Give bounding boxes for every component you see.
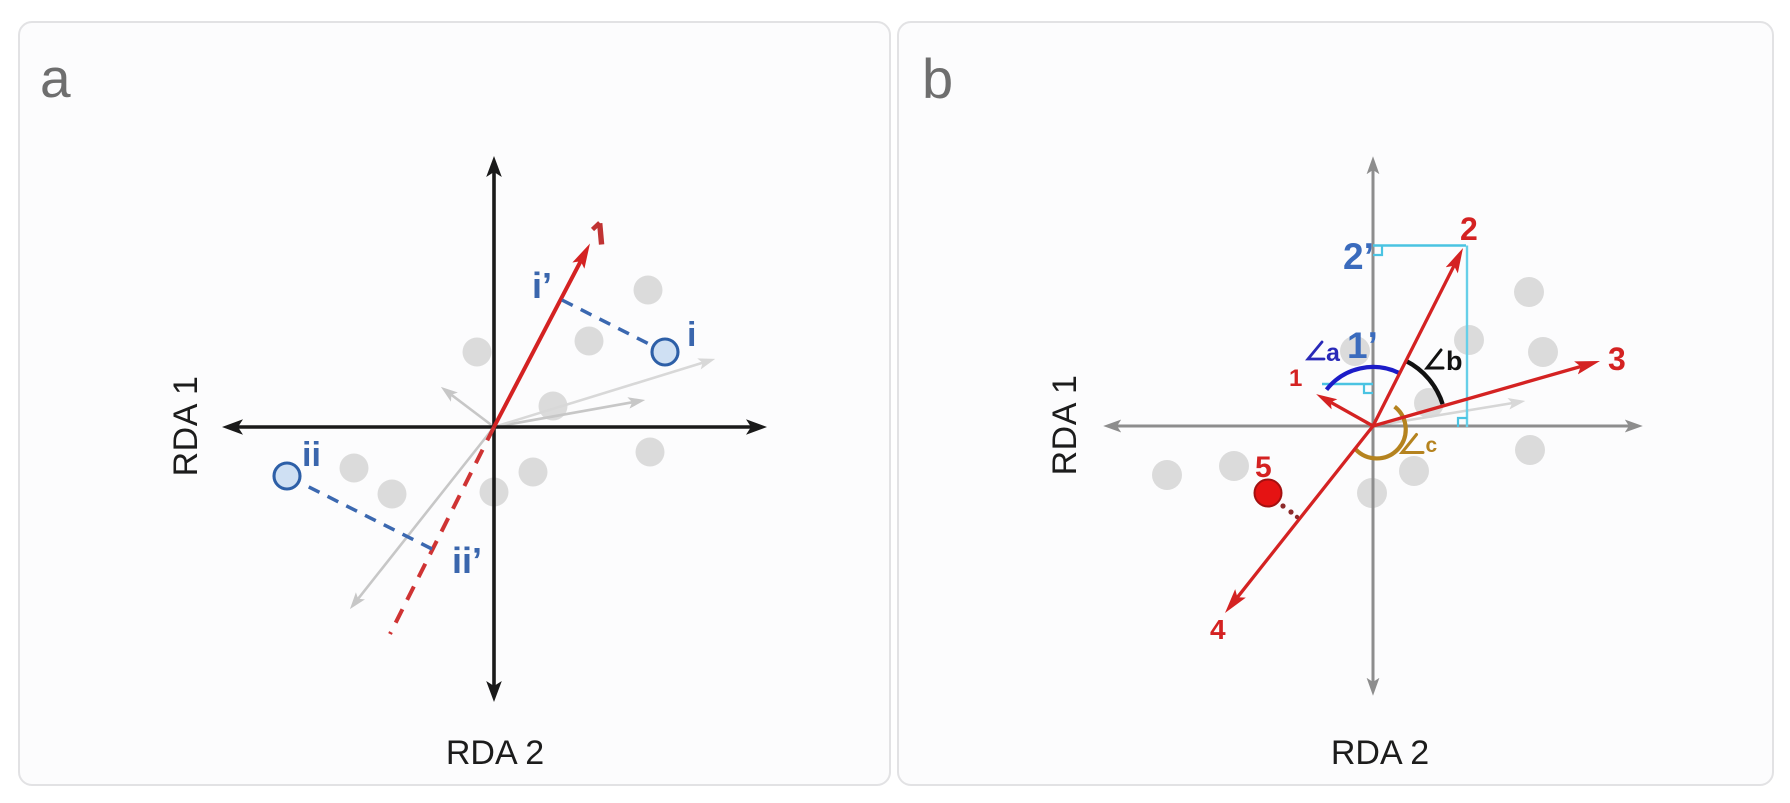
svg-text:i’: i’ <box>532 265 552 306</box>
svg-text:RDA 2: RDA 2 <box>1331 734 1429 772</box>
svg-text:1: 1 <box>1289 365 1302 392</box>
svg-text:RDA 1: RDA 1 <box>1046 375 1084 476</box>
svg-text:a: a <box>40 47 71 109</box>
svg-text:2: 2 <box>1460 211 1478 247</box>
svg-text:c: c <box>1426 434 1438 457</box>
svg-text:ii: ii <box>302 436 321 474</box>
svg-text:i: i <box>687 316 696 354</box>
svg-text:ii’: ii’ <box>452 540 482 581</box>
svg-text:5: 5 <box>1255 451 1272 484</box>
svg-text:RDA 1: RDA 1 <box>167 376 205 477</box>
svg-text:RDA 2: RDA 2 <box>446 734 544 772</box>
svg-text:b: b <box>1446 346 1463 376</box>
svg-text:1’: 1’ <box>1347 325 1378 366</box>
svg-text:2’: 2’ <box>1343 236 1374 277</box>
svg-text:4: 4 <box>1210 614 1226 645</box>
svg-text:3: 3 <box>1608 341 1626 377</box>
svg-text:a: a <box>1326 339 1341 367</box>
svg-text:b: b <box>922 47 953 110</box>
